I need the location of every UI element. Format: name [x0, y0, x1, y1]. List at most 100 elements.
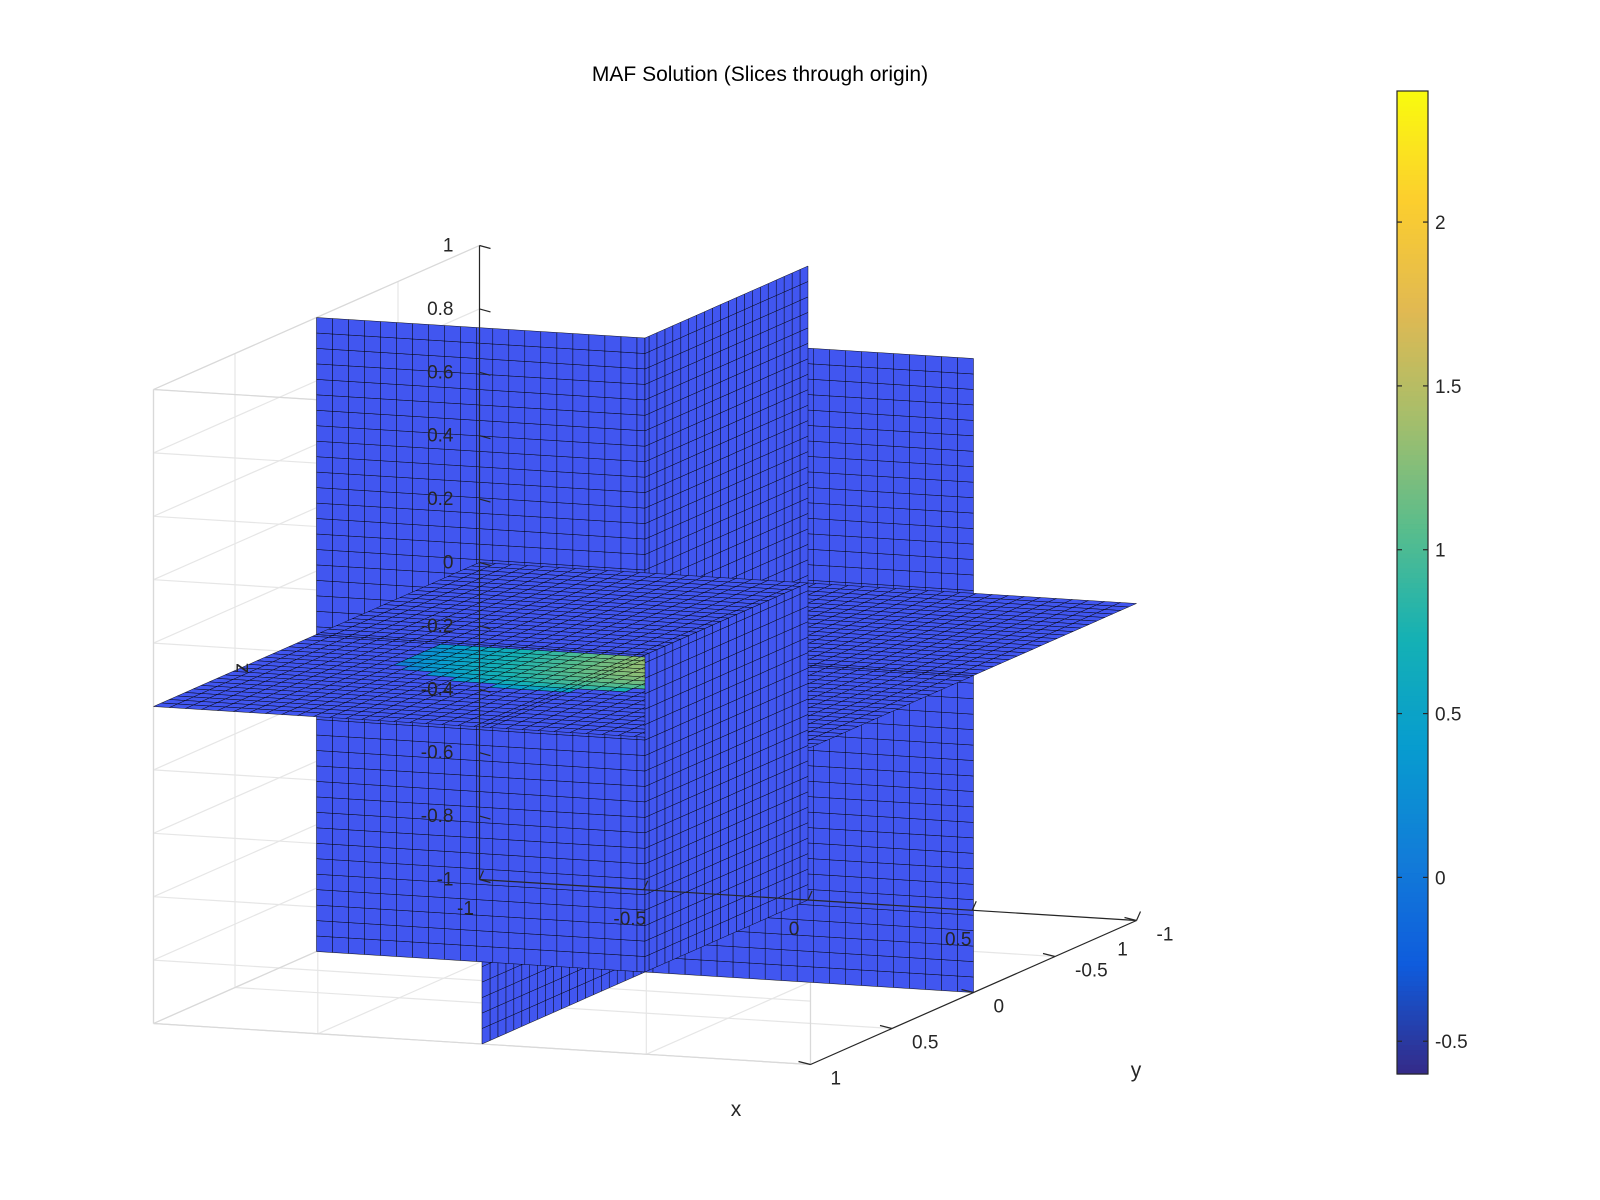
- slice-cell: [332, 828, 349, 846]
- slice-cell: [540, 918, 558, 936]
- slice-cell: [861, 799, 878, 817]
- slice-cell: [957, 681, 974, 699]
- slice-cell: [909, 802, 926, 820]
- slice-cell: [460, 403, 477, 421]
- slice-cell: [556, 904, 574, 922]
- slice-cell: [909, 477, 926, 495]
- slice-cell: [941, 418, 958, 436]
- slice-cell: [380, 321, 397, 339]
- slice-cell: [540, 516, 558, 534]
- slice-cell: [572, 859, 590, 876]
- slice-cell: [332, 411, 349, 428]
- slice-cell: [604, 489, 622, 507]
- slice-cell: [877, 878, 894, 895]
- slice-cell: [588, 519, 606, 537]
- slice-cell: [460, 419, 477, 436]
- slice-cell: [540, 810, 558, 828]
- slice-cell: [957, 743, 974, 761]
- slice-cell: [572, 750, 590, 768]
- slice-cell: [957, 821, 974, 839]
- slice-cell: [636, 414, 646, 432]
- slice-cell: [412, 338, 429, 356]
- slice-cell: [877, 553, 894, 571]
- slice-cell: [492, 513, 510, 531]
- slice-cell: [748, 931, 766, 949]
- slice-cell: [893, 538, 910, 556]
- slice-cell: [492, 745, 510, 763]
- slice-cell: [572, 410, 590, 428]
- slice-cell: [524, 917, 542, 935]
- slice-cell: [829, 936, 846, 954]
- slice-cell: [428, 463, 445, 481]
- slice-cell: [428, 324, 445, 342]
- slice-cell: [925, 556, 942, 574]
- slice-cell: [728, 297, 737, 317]
- slice-cell: [380, 908, 397, 926]
- slice-cell: [813, 564, 830, 582]
- slice-cell: [877, 769, 894, 787]
- slice-cell: [604, 737, 622, 755]
- slice-cell: [428, 896, 445, 914]
- slice-cell: [877, 738, 894, 756]
- slice-cell: [861, 382, 878, 400]
- slice-cell: [877, 754, 894, 772]
- slice-cell: [829, 411, 846, 429]
- slice-cell: [460, 480, 477, 498]
- slice-cell: [396, 848, 413, 865]
- slice-cell: [508, 530, 526, 548]
- slice-cell: [572, 518, 590, 536]
- slice-cell: [348, 937, 365, 955]
- slice-cell: [893, 863, 910, 881]
- slice-cell: [845, 535, 862, 553]
- slice-cell: [893, 956, 910, 974]
- slice-cell: [861, 444, 878, 461]
- slice-cell: [540, 532, 558, 550]
- slice-cell: [813, 502, 830, 520]
- slice-cell: [845, 906, 862, 924]
- slice-cell: [877, 414, 894, 432]
- slice-cell: [460, 867, 477, 885]
- slice-cell: [316, 363, 333, 381]
- slice-cell: [813, 858, 830, 876]
- slice-cell: [460, 326, 477, 344]
- slice-cell: [925, 788, 942, 806]
- slice-cell: [316, 843, 333, 860]
- slice-cell: [572, 936, 590, 954]
- slice-cell: [380, 754, 397, 772]
- slice-cell: [316, 440, 333, 458]
- slice-cell: [829, 813, 846, 831]
- slice-cell: [380, 414, 397, 431]
- slice-cell: [316, 611, 333, 629]
- slice-cell: [796, 919, 814, 937]
- slice-cell: [636, 337, 646, 354]
- slice-cell: [556, 332, 574, 350]
- slice-cell: [492, 436, 510, 454]
- slice-cell: [845, 876, 862, 893]
- slice-cell: [636, 801, 646, 818]
- slice-cell: [556, 765, 574, 783]
- slice-cell: [316, 935, 333, 953]
- slice-cell: [829, 395, 846, 413]
- slice-cell: [829, 442, 846, 459]
- slice-cell: [316, 781, 333, 799]
- slice-cell: [380, 785, 397, 803]
- slice-cell: [508, 731, 526, 749]
- slice-cell: [460, 341, 477, 359]
- slice-cell: [877, 491, 894, 509]
- slice-cell: [460, 728, 477, 746]
- slice-cell: [380, 862, 397, 880]
- slice-cell: [364, 490, 381, 508]
- slice-cell: [957, 913, 974, 931]
- slice-cell: [588, 767, 606, 785]
- slice-cell: [656, 328, 666, 349]
- slice-cell: [861, 784, 878, 802]
- slice-cell: [572, 395, 590, 413]
- slice-cell: [364, 722, 381, 740]
- slice-cell: [460, 805, 477, 823]
- slice-cell: [508, 824, 526, 842]
- slice-cell: [813, 471, 830, 489]
- slice-cell: [492, 946, 510, 964]
- slice-cell: [508, 360, 526, 378]
- slice-cell: [925, 834, 942, 852]
- slice-cell: [877, 862, 894, 880]
